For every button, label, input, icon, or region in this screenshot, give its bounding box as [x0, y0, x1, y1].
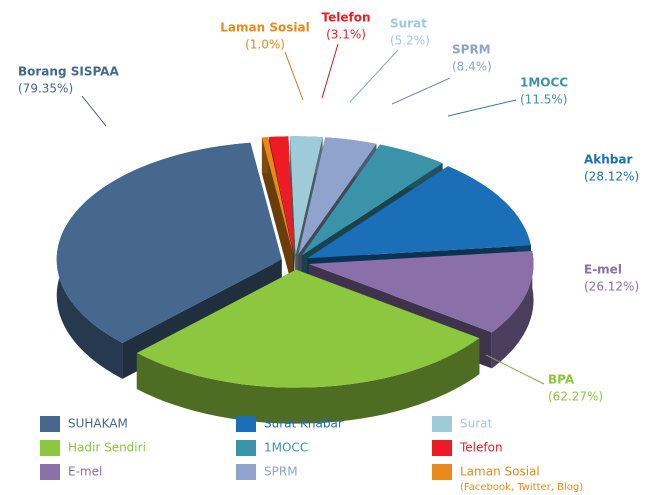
legend-label: Telefon	[459, 441, 503, 455]
slice-label: E-mel	[584, 263, 622, 277]
slice-value: (5.2%)	[390, 34, 430, 48]
slice-value: (62.27%)	[548, 390, 603, 404]
slice	[268, 136, 295, 255]
legend-sublabel: (Facebook, Twitter, Blog)	[460, 482, 583, 493]
slice	[290, 136, 323, 255]
leader-line	[321, 43, 339, 99]
leader-line	[391, 77, 451, 105]
slice-rim	[491, 250, 534, 369]
slice-label: BPA	[548, 373, 575, 387]
slice-value: (79.35%)	[18, 82, 73, 96]
slice	[308, 250, 534, 333]
slice	[307, 166, 531, 259]
legend-swatch	[236, 464, 256, 480]
slice	[261, 137, 294, 255]
legend-label: SUHAKAM	[68, 417, 128, 431]
slice-label: Surat	[390, 17, 427, 31]
leader-line	[349, 49, 399, 103]
legend-label: Laman Sosial	[460, 465, 540, 479]
leader-line	[447, 99, 517, 117]
legend-label: Surat Khabar	[264, 417, 343, 431]
legend-swatch	[236, 416, 256, 432]
slice	[136, 269, 480, 388]
slice-value: (3.1%)	[326, 28, 366, 42]
legend-swatch	[40, 416, 60, 432]
leader-line	[81, 95, 107, 127]
slice-label: Laman Sosial	[220, 21, 309, 35]
legend-label: SPRM	[264, 465, 298, 479]
slice-label: SPRM	[452, 43, 491, 57]
slice-value: (1.0%)	[245, 38, 285, 52]
slice-label: 1MOCC	[520, 76, 568, 90]
legend-swatch	[40, 440, 60, 456]
slice-label: Akhbar	[584, 153, 632, 167]
leader-line	[284, 51, 304, 101]
legend-label: Hadir Sendiri	[68, 441, 146, 455]
slice-rim	[136, 338, 480, 424]
slice-value: (26.12%)	[584, 280, 639, 294]
slice	[298, 137, 377, 255]
slice-label: Telefon	[322, 11, 371, 25]
legend-swatch	[432, 464, 452, 480]
slice-label: Borang SISPAA	[18, 65, 119, 79]
slice	[56, 142, 282, 343]
legend-label: 1MOCC	[264, 441, 308, 455]
legend-swatch	[40, 464, 60, 480]
legend-swatch	[432, 440, 452, 456]
legend-swatch	[432, 416, 452, 432]
leader-line	[485, 354, 545, 385]
slice-wall	[290, 136, 296, 291]
legend-label: E-mel	[68, 465, 102, 479]
slice	[301, 144, 443, 256]
slice-value: (11.5%)	[520, 93, 567, 107]
legend-label: Surat	[460, 417, 493, 431]
slice-value: (28.12%)	[584, 170, 639, 184]
legend-swatch	[236, 440, 256, 456]
slice-value: (8.4%)	[452, 60, 492, 74]
